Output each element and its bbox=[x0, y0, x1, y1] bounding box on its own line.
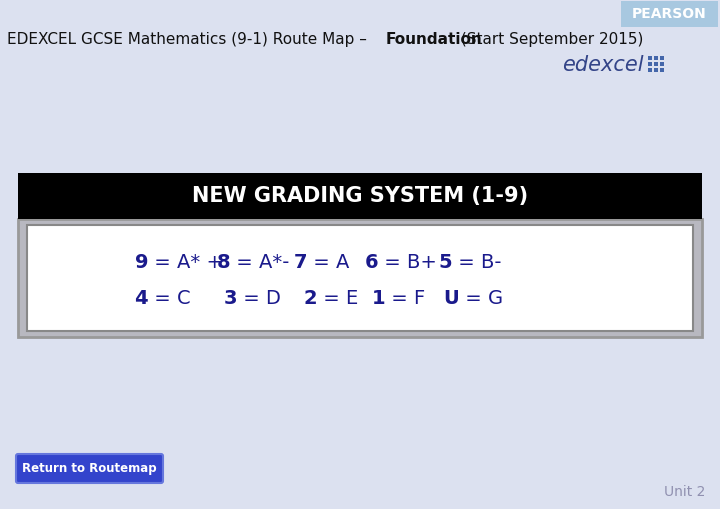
Text: 9: 9 bbox=[135, 252, 148, 271]
Text: Foundation: Foundation bbox=[386, 32, 482, 46]
Text: EDEXCEL GCSE Mathematics (9-1) Route Map –: EDEXCEL GCSE Mathematics (9-1) Route Map… bbox=[7, 32, 372, 46]
Bar bbox=[621, 1, 718, 27]
Text: U: U bbox=[444, 289, 459, 307]
Bar bbox=[648, 56, 652, 60]
Bar bbox=[18, 173, 702, 219]
Text: 3: 3 bbox=[223, 289, 237, 307]
Bar bbox=[660, 62, 664, 66]
Text: = F: = F bbox=[385, 289, 426, 307]
Text: PEARSON: PEARSON bbox=[632, 7, 707, 21]
Text: = A* +: = A* + bbox=[148, 252, 229, 271]
Text: 8: 8 bbox=[217, 252, 230, 271]
Bar bbox=[654, 56, 658, 60]
Bar bbox=[27, 225, 693, 331]
Bar bbox=[654, 68, 658, 72]
Text: = C: = C bbox=[148, 289, 191, 307]
Text: NEW GRADING SYSTEM (1-9): NEW GRADING SYSTEM (1-9) bbox=[192, 186, 528, 206]
Text: 5: 5 bbox=[438, 252, 452, 271]
Bar bbox=[660, 56, 664, 60]
Bar bbox=[648, 68, 652, 72]
Text: = G: = G bbox=[459, 289, 503, 307]
Text: = B-: = B- bbox=[452, 252, 502, 271]
Text: 6: 6 bbox=[364, 252, 378, 271]
Bar bbox=[660, 68, 664, 72]
Bar bbox=[18, 219, 702, 337]
Text: = E: = E bbox=[317, 289, 359, 307]
Text: 2: 2 bbox=[303, 289, 317, 307]
Text: 4: 4 bbox=[135, 289, 148, 307]
Text: 7: 7 bbox=[294, 252, 307, 271]
Text: Unit 2: Unit 2 bbox=[664, 485, 705, 499]
Text: Return to Routemap: Return to Routemap bbox=[22, 462, 157, 475]
Text: = D: = D bbox=[237, 289, 281, 307]
Bar bbox=[654, 62, 658, 66]
Text: edexcel: edexcel bbox=[562, 55, 644, 75]
Text: = A: = A bbox=[307, 252, 349, 271]
Text: = B+: = B+ bbox=[378, 252, 437, 271]
FancyBboxPatch shape bbox=[16, 454, 163, 483]
Bar bbox=[648, 62, 652, 66]
Text: 1: 1 bbox=[372, 289, 385, 307]
Text: = A*-: = A*- bbox=[230, 252, 289, 271]
Text: (Start September 2015): (Start September 2015) bbox=[456, 32, 644, 46]
